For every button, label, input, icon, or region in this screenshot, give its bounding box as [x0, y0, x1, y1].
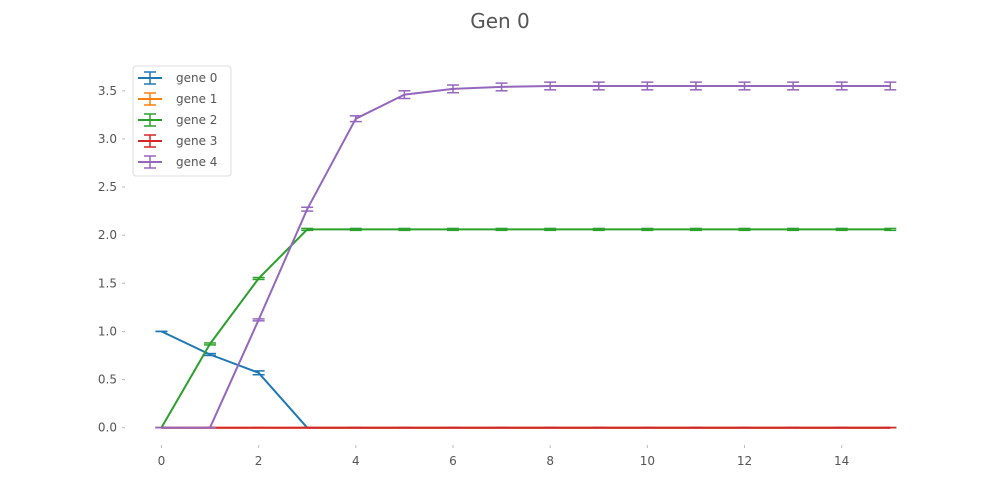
x-tick-label: 14	[834, 454, 849, 468]
error-bar	[398, 90, 411, 100]
error-bar	[252, 318, 265, 322]
y-tick-label: 3.0	[98, 132, 117, 146]
error-bar	[689, 227, 702, 232]
y-tick-label: 1.5	[98, 276, 117, 290]
error-bar	[884, 227, 897, 232]
error-bar	[349, 115, 362, 123]
series-line	[161, 85, 891, 429]
x-tick-label: 4	[352, 454, 360, 468]
x-tick-label: 0	[158, 454, 166, 468]
series-gene-2	[155, 227, 897, 429]
y-tick-label: 3.5	[98, 84, 117, 98]
error-bar	[204, 342, 217, 346]
error-bar	[641, 81, 654, 91]
y-tick-label: 0.5	[98, 373, 117, 387]
x-tick-label: 6	[449, 454, 457, 468]
error-bar	[738, 81, 751, 91]
error-bar	[446, 227, 459, 232]
x-tick-label: 8	[546, 454, 554, 468]
error-bar	[592, 81, 605, 91]
error-bar	[349, 227, 362, 232]
error-bar	[301, 206, 314, 212]
y-tick-label: 2.0	[98, 228, 117, 242]
legend-label: gene 4	[176, 155, 217, 169]
x-tick-label: 12	[737, 454, 752, 468]
series-gene-4	[155, 81, 897, 429]
y-tick-label: 0.0	[98, 421, 117, 435]
series-line	[160, 330, 891, 429]
error-bar	[835, 227, 848, 232]
x-tick-label: 2	[255, 454, 263, 468]
error-bar	[252, 370, 265, 376]
x-tick-label: 10	[640, 454, 655, 468]
plot-area: 0 2 4 6 8 10 12 14 0.0 0.5 1.0 1.5 2.0 2.5 3.0 3.5 gene …	[98, 65, 897, 468]
error-bar	[787, 227, 800, 232]
series-line	[160, 228, 891, 429]
error-bar	[204, 352, 217, 357]
chart-title: Gen 0	[470, 9, 530, 33]
legend-label: gene 3	[176, 134, 217, 148]
series-gene-0	[155, 330, 897, 429]
error-bar	[544, 81, 557, 91]
legend-label: gene 2	[176, 113, 217, 127]
error-bar	[544, 227, 557, 232]
error-bar	[641, 227, 654, 232]
error-bar	[787, 81, 800, 91]
legend-item: gene 1	[138, 92, 217, 106]
legend-item: gene 2	[138, 113, 217, 127]
legend-box	[132, 65, 232, 177]
error-bar	[884, 81, 897, 91]
error-bar	[252, 276, 265, 281]
legend-item: gene 0	[138, 71, 217, 85]
legend-label: gene 0	[176, 71, 217, 85]
error-bar	[446, 84, 459, 94]
error-bar	[835, 81, 848, 91]
y-tick-label: 2.5	[98, 180, 117, 194]
error-bar	[592, 227, 605, 232]
legend: gene 0 gene 1 gene 2 gene 3 gene 4	[132, 65, 232, 177]
error-bar	[301, 227, 314, 232]
error-bar	[398, 227, 411, 232]
error-bar	[689, 81, 702, 91]
error-bar	[495, 227, 508, 232]
legend-label: gene 1	[176, 92, 217, 106]
legend-item: gene 3	[138, 134, 217, 148]
error-bar	[738, 227, 751, 232]
y-tick-label: 1.0	[98, 324, 117, 338]
error-bar	[495, 82, 508, 92]
legend-item: gene 4	[138, 155, 217, 169]
